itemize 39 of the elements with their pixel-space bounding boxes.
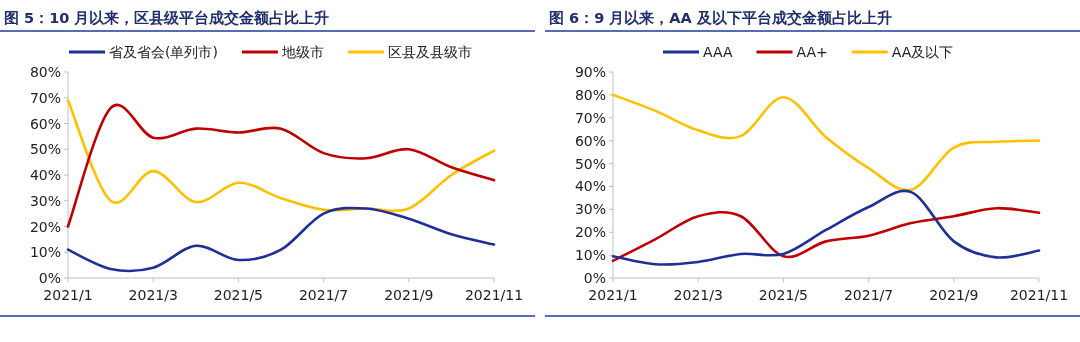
y-tick-label: 30%	[574, 201, 606, 218]
x-tick-label: 2021/11	[464, 287, 524, 303]
y-tick-label: 40%	[574, 178, 606, 195]
legend-label: 地级市	[280, 44, 324, 60]
x-tick-label: 2021/5	[758, 287, 809, 303]
x-tick-label: 2021/7	[298, 287, 349, 303]
y-tick-label: 10%	[29, 244, 61, 261]
legend-label: AA+	[796, 44, 828, 60]
x-tick-label: 2021/1	[588, 287, 638, 303]
x-tick-label: 2021/1	[43, 287, 93, 303]
y-tick-label: 0%	[583, 270, 606, 286]
x-tick-label: 2021/5	[213, 287, 264, 303]
y-tick-label: 50%	[29, 141, 61, 158]
y-tick-label: 80%	[29, 64, 61, 80]
y-tick-label: 0%	[38, 270, 61, 286]
y-tick-label: 50%	[574, 155, 606, 172]
legend-label: 省及省会(单列市)	[109, 44, 218, 60]
x-tick-label: 2021/9	[929, 287, 979, 303]
y-tick-label: 60%	[574, 132, 606, 149]
legend-label: AAA	[703, 44, 733, 60]
x-tick-label: 2021/7	[843, 287, 894, 303]
legend-label: AA及以下	[891, 44, 954, 60]
y-tick-label: 70%	[574, 109, 606, 126]
y-tick-label: 20%	[574, 224, 606, 241]
x-tick-label: 2021/3	[128, 287, 178, 303]
x-tick-label: 2021/3	[673, 287, 723, 303]
x-tick-label: 2021/11	[1009, 287, 1069, 303]
y-tick-label: 30%	[29, 192, 61, 209]
legend-label: 区县及县级市	[387, 44, 472, 60]
y-tick-label: 60%	[29, 115, 61, 132]
y-tick-label: 80%	[574, 86, 606, 103]
y-tick-label: 20%	[29, 218, 61, 235]
chart-title: 图 5：10 月以来，区县级平台成交金额占比上升	[4, 9, 330, 26]
y-tick-label: 40%	[29, 167, 61, 183]
x-tick-label: 2021/9	[384, 287, 434, 303]
y-tick-label: 70%	[29, 89, 61, 106]
y-tick-label: 90%	[574, 64, 606, 80]
chart-title: 图 6：9 月以来，AA 及以下平台成交金额占比上升	[549, 9, 892, 26]
y-tick-label: 10%	[574, 247, 606, 264]
